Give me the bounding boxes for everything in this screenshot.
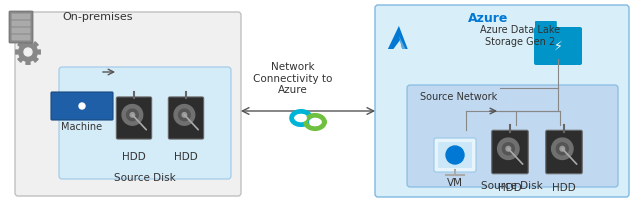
FancyBboxPatch shape xyxy=(11,14,30,20)
Polygon shape xyxy=(295,114,307,122)
Polygon shape xyxy=(15,39,41,65)
Circle shape xyxy=(182,113,187,117)
Circle shape xyxy=(506,146,511,151)
Circle shape xyxy=(130,113,135,117)
Circle shape xyxy=(127,109,138,121)
Circle shape xyxy=(446,146,464,164)
Text: HDD: HDD xyxy=(174,152,198,162)
Text: Source Network: Source Network xyxy=(420,92,500,102)
Circle shape xyxy=(503,143,515,155)
Text: Source Disk: Source Disk xyxy=(481,181,543,191)
Text: Source Disk: Source Disk xyxy=(114,173,176,183)
FancyBboxPatch shape xyxy=(59,67,231,179)
FancyBboxPatch shape xyxy=(168,97,204,139)
FancyBboxPatch shape xyxy=(535,21,557,33)
Text: Machine: Machine xyxy=(61,122,103,132)
Text: Azure: Azure xyxy=(468,12,508,25)
Text: HDD: HDD xyxy=(122,152,146,162)
Text: ⚡: ⚡ xyxy=(554,40,562,53)
FancyBboxPatch shape xyxy=(407,85,618,187)
Circle shape xyxy=(174,105,195,125)
Circle shape xyxy=(560,146,565,151)
Circle shape xyxy=(79,103,85,109)
FancyBboxPatch shape xyxy=(51,92,113,120)
Circle shape xyxy=(24,48,32,56)
Text: HDD: HDD xyxy=(498,183,522,193)
Circle shape xyxy=(179,109,190,121)
Text: HDD: HDD xyxy=(552,183,576,193)
FancyBboxPatch shape xyxy=(375,5,629,197)
Circle shape xyxy=(556,143,568,155)
FancyBboxPatch shape xyxy=(534,27,582,65)
Polygon shape xyxy=(309,118,321,126)
Text: Azure Data Lake
Storage Gen 2: Azure Data Lake Storage Gen 2 xyxy=(480,25,560,47)
Text: VM: VM xyxy=(447,178,463,188)
Polygon shape xyxy=(399,36,406,49)
Circle shape xyxy=(551,138,573,159)
FancyBboxPatch shape xyxy=(11,27,30,34)
FancyBboxPatch shape xyxy=(434,138,476,172)
FancyBboxPatch shape xyxy=(11,35,30,40)
Circle shape xyxy=(122,105,142,125)
Text: Network
Connectivity to
Azure: Network Connectivity to Azure xyxy=(253,62,333,95)
Circle shape xyxy=(498,138,519,159)
Polygon shape xyxy=(388,26,408,49)
FancyBboxPatch shape xyxy=(438,142,472,168)
FancyBboxPatch shape xyxy=(15,12,241,196)
Text: On-premises: On-premises xyxy=(62,12,132,22)
FancyBboxPatch shape xyxy=(492,130,528,174)
FancyBboxPatch shape xyxy=(9,11,33,43)
FancyBboxPatch shape xyxy=(11,20,30,26)
FancyBboxPatch shape xyxy=(546,130,582,174)
FancyBboxPatch shape xyxy=(116,97,152,139)
